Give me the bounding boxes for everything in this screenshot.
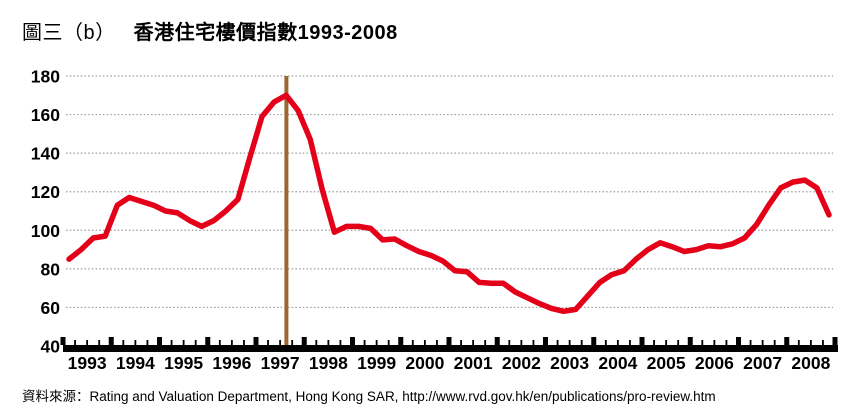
x-axis-minor-tick [230,340,233,345]
x-axis-major-tick [639,337,645,345]
x-axis-label-1998: 1998 [309,353,348,373]
x-axis-minor-tick [616,340,619,345]
x-axis-major-tick [157,337,162,345]
y-axis-label-120: 120 [31,182,60,202]
x-axis-minor-tick [822,340,824,345]
x-axis-major-tick [108,337,114,345]
x-axis-minor-tick [484,340,487,345]
x-axis-minor-tick [665,340,668,345]
x-axis-label-2007: 2007 [743,353,782,373]
y-axis-label-160: 160 [31,105,60,125]
x-axis-minor-tick [218,340,221,345]
x-axis-minor-tick [580,340,583,345]
x-axis-minor-tick [291,340,294,345]
x-axis-minor-tick [243,340,245,345]
x-axis-minor-tick [267,340,269,345]
x-axis-minor-tick [375,340,378,345]
x-axis-minor-tick [339,340,342,345]
x-axis-label-1994: 1994 [116,353,155,373]
x-axis-minor-tick [713,340,716,345]
x-axis-label-2005: 2005 [647,353,686,373]
x-axis-major-tick [398,337,404,345]
series-line-property-price-index [66,92,832,315]
x-axis-minor-tick [194,340,197,345]
x-axis-minor-tick [74,340,76,345]
x-axis-minor-tick [556,340,559,345]
x-axis-minor-tick [279,340,282,345]
x-axis-major-tick [591,337,597,345]
x-axis-minor-tick [725,340,728,345]
x-axis-minor-tick [363,340,366,345]
title-period: 1993-2008 [297,22,398,44]
title-main: 香港住宅樓價指數 [133,22,298,44]
source-citation: 資料來源：Rating and Valuation Department, Ho… [22,389,716,404]
x-axis-label-1993: 1993 [68,353,107,373]
x-axis-label-1996: 1996 [212,353,251,373]
x-axis-minor-tick [749,340,752,345]
x-axis-major-tick [494,337,500,345]
x-axis-minor-tick [472,340,475,345]
x-axis-label-1997: 1997 [261,353,300,373]
x-axis-minor-tick [182,340,185,345]
x-axis-minor-tick [423,340,426,345]
x-axis-minor-tick [677,340,680,345]
x-axis-label-2002: 2002 [502,353,541,373]
x-axis-minor-tick [797,340,800,345]
x-axis-line [63,345,838,352]
x-axis-label-2003: 2003 [550,353,589,373]
x-axis-label-2008: 2008 [791,353,830,373]
x-axis-major-tick [446,337,452,345]
x-axis-minor-tick [701,340,704,345]
x-axis-major-tick [350,337,355,345]
x-axis-label-2006: 2006 [695,353,734,373]
y-axis-label-80: 80 [41,259,61,279]
x-axis-label-2001: 2001 [454,353,493,373]
figure-number: 圖三（b） [22,22,116,44]
x-axis-minor-tick [604,340,607,345]
y-axis-label-140: 140 [31,144,60,164]
y-axis-label-40: 40 [41,337,61,357]
x-axis-major-tick [253,337,259,345]
x-axis-minor-tick [134,340,137,345]
x-axis-minor-tick [327,340,330,345]
y-axis-label-100: 100 [31,221,60,241]
x-axis-label-2004: 2004 [598,353,637,373]
x-axis-label-1999: 1999 [357,353,396,373]
x-axis-label-2000: 2000 [405,353,444,373]
x-axis-minor-tick [436,340,438,345]
x-axis-minor-tick [170,340,173,345]
x-axis-minor-tick [629,340,631,345]
page-title: 圖三（b） 香港住宅樓價指數1993-2008 [22,16,398,45]
y-axis-label-180: 180 [31,67,60,87]
x-axis-minor-tick [761,340,764,345]
x-axis-minor-tick [460,340,462,345]
x-axis-major-tick [543,337,548,345]
x-axis-label-1995: 1995 [164,353,203,373]
y-axis-label-60: 60 [41,298,61,318]
x-axis-minor-tick [86,340,89,345]
x-axis-major-tick [784,337,790,345]
x-axis-minor-tick [98,340,101,345]
x-axis-minor-tick [568,340,571,345]
x-axis-minor-tick [411,340,414,345]
x-axis-minor-tick [532,340,535,345]
x-axis-major-tick [301,337,307,345]
x-axis-major-tick [687,337,693,345]
x-axis-minor-tick [653,340,655,345]
x-axis-minor-tick [122,340,125,345]
x-axis-minor-tick [315,340,318,345]
x-axis-minor-tick [508,340,511,345]
x-axis-major-tick [60,337,66,345]
x-axis-major-tick [205,337,211,345]
x-axis-minor-tick [387,340,390,345]
x-axis-minor-tick [773,340,776,345]
x-axis-minor-tick [809,340,812,345]
x-axis-minor-tick [146,340,149,345]
x-axis-minor-tick [520,340,523,345]
x-axis-major-tick [832,337,838,345]
x-axis-major-tick [736,337,741,345]
